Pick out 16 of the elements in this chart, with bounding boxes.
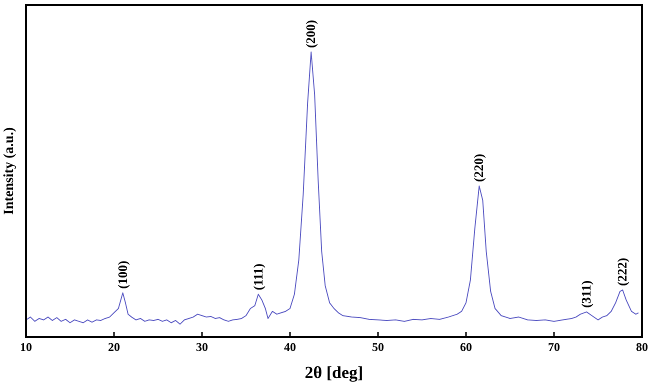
y-axis-title: Intensity (a.u.) xyxy=(2,126,17,215)
x-tick-label: 40 xyxy=(284,340,296,354)
x-tick-label: 70 xyxy=(548,340,560,354)
annotation: (311) xyxy=(578,280,594,308)
x-tick-label: 10 xyxy=(20,340,32,354)
annotation: (100) xyxy=(114,260,130,289)
annotation: (111) xyxy=(250,264,266,290)
annotation: (222) xyxy=(614,258,630,286)
x-tick-label: 50 xyxy=(372,340,384,354)
x-tick-label: 30 xyxy=(196,340,208,354)
x-tick-label: 60 xyxy=(460,340,472,354)
annotation: (200) xyxy=(303,20,318,48)
annotation: (220) xyxy=(471,154,486,182)
x-tick-label: 20 xyxy=(108,340,120,354)
x-axis-title: 2θ [deg] xyxy=(304,363,364,382)
x-tick-label: 80 xyxy=(636,340,648,354)
